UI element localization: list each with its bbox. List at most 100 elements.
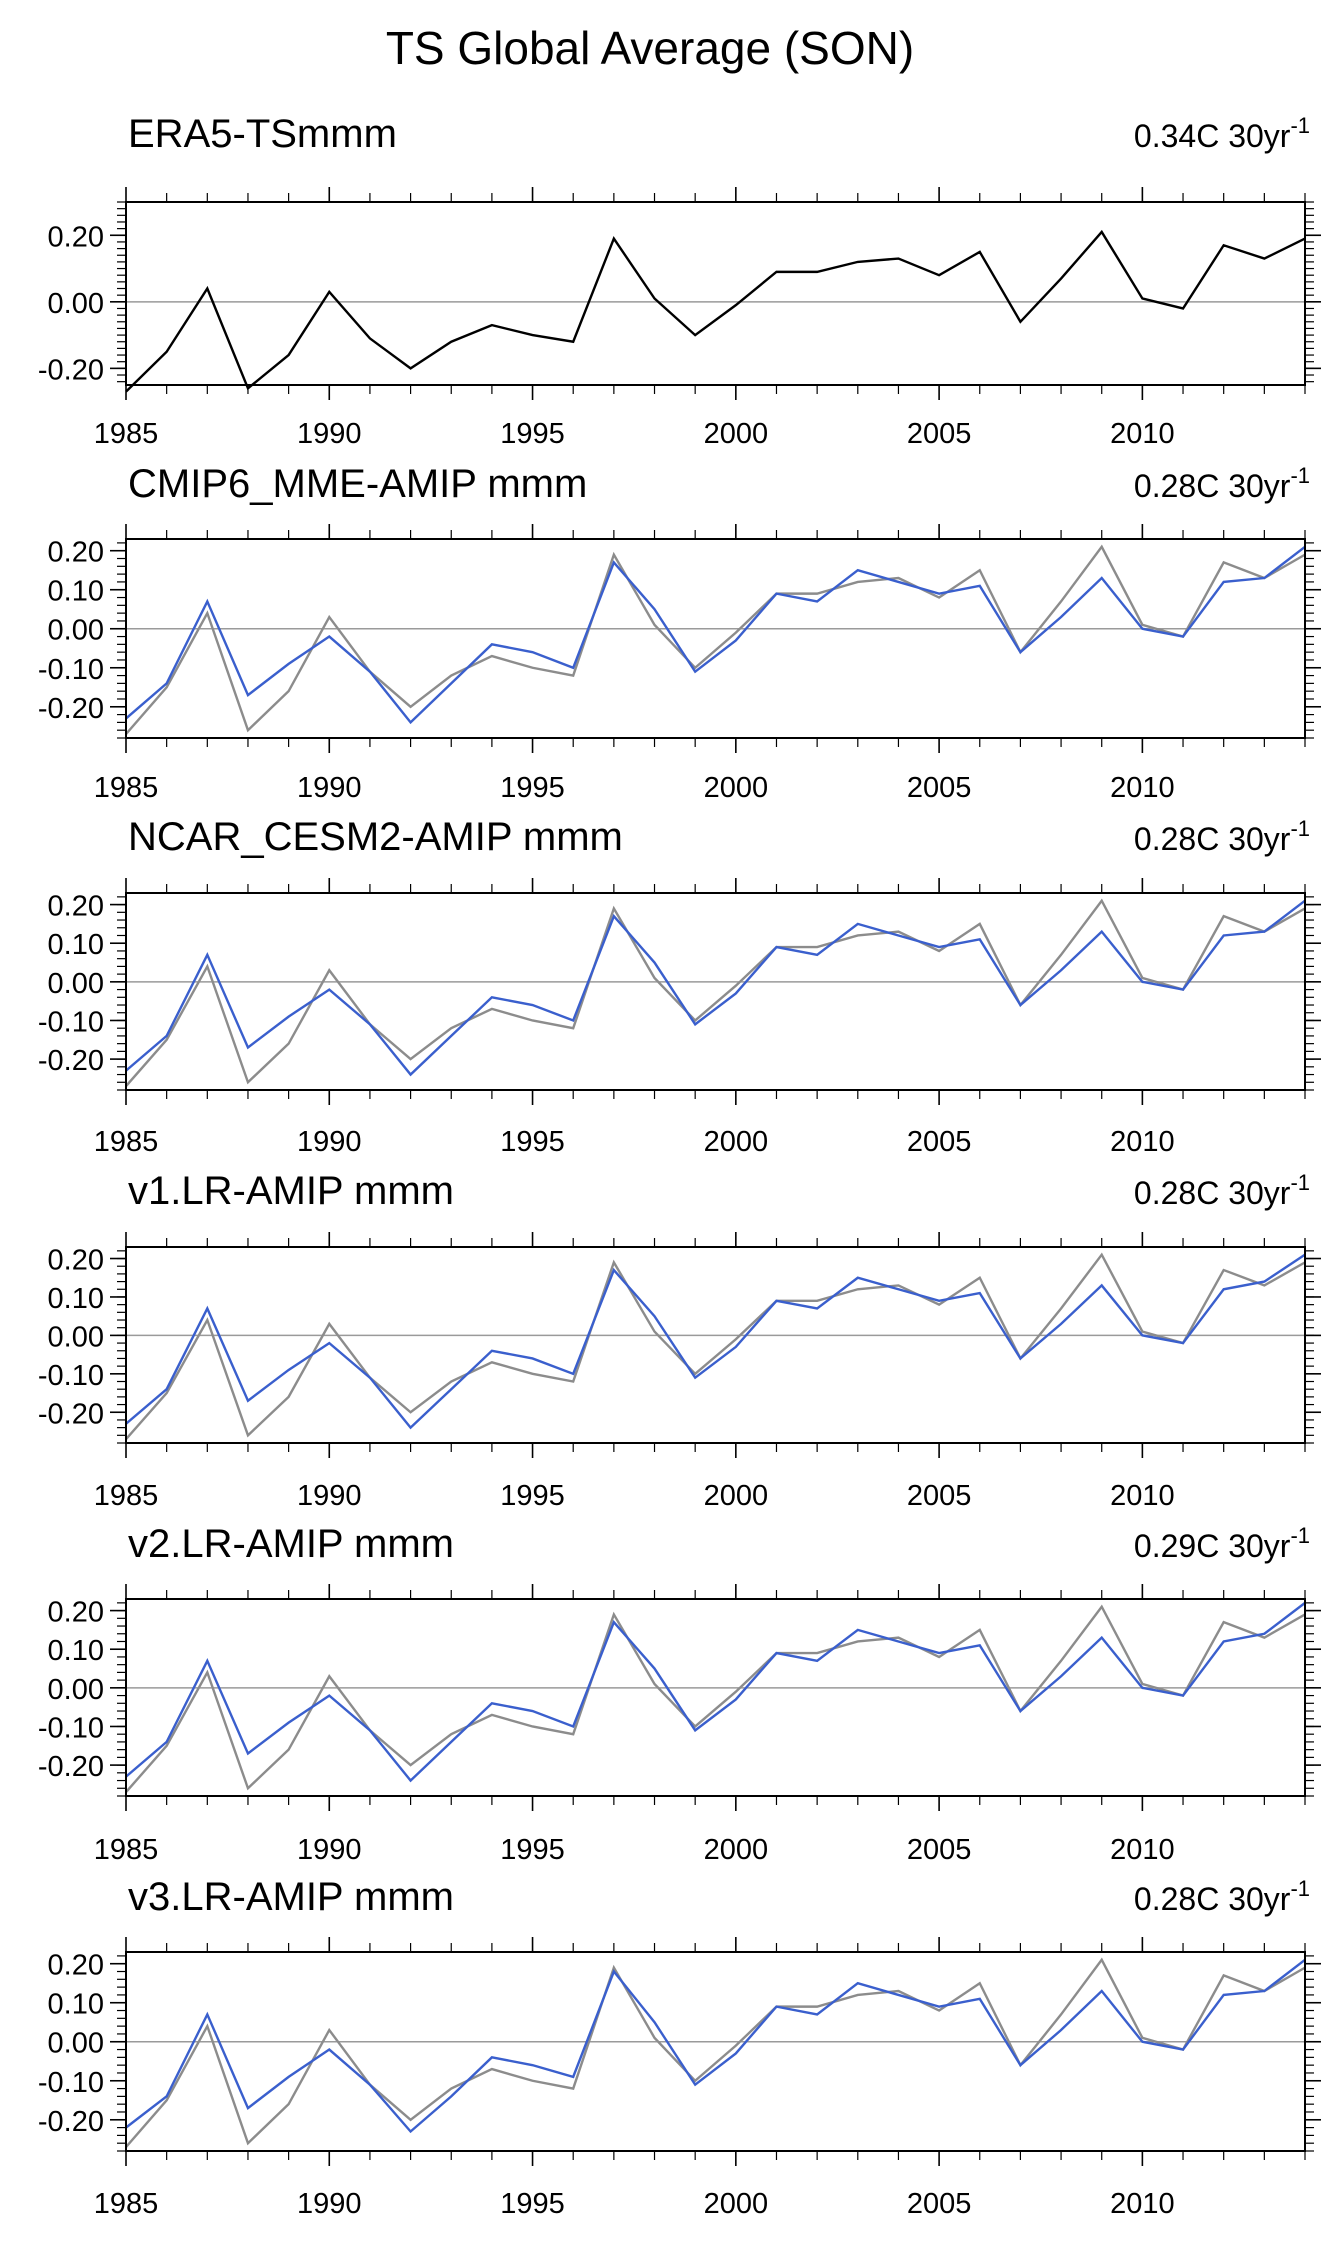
series-line-era5 (125, 1252, 1306, 1440)
chart-panel-4: v1.LR-AMIP mmm 0.28C 30yr-1 -0.20 -0.10 0.00… (38, 1169, 1321, 1512)
trend-exponent: -1 (1290, 463, 1310, 488)
trend-label: 0.28C 30yr-1 (1134, 1876, 1310, 1917)
trend-exponent: -1 (1290, 1523, 1310, 1548)
plot-frame (125, 1598, 1306, 1797)
chart-panel-1: ERA5-TSmmm 0.34C 30yr-1 -0.20 0.00 0.20 1985 1… (38, 112, 1321, 450)
x-tick-label: 2010 (1110, 2188, 1175, 2220)
x-tick-label: 1995 (500, 418, 565, 450)
y-tick-label: 0.10 (48, 576, 104, 608)
y-tick-label: 0.20 (48, 891, 104, 923)
y-tick-label: 0.20 (48, 537, 104, 569)
series-line-v1-lr-amip (125, 1253, 1306, 1430)
y-tick-label: -0.20 (38, 2106, 104, 2138)
y-tick-label: -0.10 (38, 1006, 104, 1038)
trend-value: 0.28C 30yr (1134, 468, 1291, 504)
x-tick-label: 1990 (297, 418, 362, 450)
panel-title: NCAR_CESM2-AMIP mmm (128, 815, 623, 859)
x-tick-label: 1990 (297, 772, 362, 804)
y-tick-label: -0.10 (38, 1360, 104, 1392)
x-tick-label: 1985 (94, 1126, 159, 1158)
x-tick-label: 2005 (907, 1480, 972, 1512)
x-tick-label: 1995 (500, 1480, 565, 1512)
trend-label: 0.28C 30yr-1 (1134, 463, 1310, 504)
series-line-cmip6-mme-amip (125, 545, 1306, 725)
y-tick-label: 0.00 (48, 615, 104, 647)
x-tick-label: 1990 (297, 2188, 362, 2220)
x-tick-label: 1990 (297, 1834, 362, 1866)
y-tick-label: -0.20 (38, 1398, 104, 1430)
trend-label: 0.34C 30yr-1 (1134, 113, 1310, 154)
y-tick-label: 0.20 (48, 1245, 104, 1277)
trend-value: 0.28C 30yr (1134, 1175, 1291, 1211)
series-line-v2-lr-amip (125, 1601, 1306, 1783)
x-tick-label: 2000 (704, 1834, 769, 1866)
x-tick-label: 2010 (1110, 1480, 1175, 1512)
y-tick-label: 0.20 (48, 1950, 104, 1982)
x-tick-label: 2005 (907, 772, 972, 804)
chart-panel-3: NCAR_CESM2-AMIP mmm 0.28C 30yr-1 -0.20 -0.1… (38, 815, 1321, 1158)
x-tick-label: 2010 (1110, 418, 1175, 450)
x-tick-label: 2005 (907, 1834, 972, 1866)
y-tick-label: 0.10 (48, 1635, 104, 1667)
chart-panel-2: CMIP6_MME-AMIP mmm 0.28C 30yr-1 -0.20 -0.10… (38, 462, 1321, 804)
y-tick-label: 0.00 (48, 288, 104, 320)
y-tick-label: -0.20 (38, 693, 104, 725)
trend-exponent: -1 (1290, 1876, 1310, 1901)
x-tick-label: 1990 (297, 1126, 362, 1158)
x-tick-label: 2000 (704, 1480, 769, 1512)
series-line-era5 (125, 898, 1306, 1087)
panel-title: v1.LR-AMIP mmm (128, 1169, 454, 1213)
x-tick-label: 2000 (704, 772, 769, 804)
series-line-v3-lr-amip (125, 1958, 1306, 2134)
x-tick-label: 1995 (500, 2188, 565, 2220)
y-tick-label: 0.00 (48, 2028, 104, 2060)
y-tick-label: 0.00 (48, 1321, 104, 1353)
trend-value: 0.34C 30yr (1134, 118, 1291, 154)
y-tick-label: -0.10 (38, 2067, 104, 2099)
y-tick-label: -0.10 (38, 654, 104, 686)
x-tick-label: 2010 (1110, 772, 1175, 804)
x-tick-label: 2005 (907, 418, 972, 450)
trend-value: 0.29C 30yr (1134, 1528, 1291, 1564)
y-tick-label: 0.10 (48, 1283, 104, 1315)
y-tick-label: -0.10 (38, 1712, 104, 1744)
series-line-ncar-cesm2-amip (125, 899, 1306, 1077)
series-line-era5 (125, 1604, 1306, 1793)
x-tick-label: 2000 (704, 418, 769, 450)
x-tick-label: 1985 (94, 418, 159, 450)
x-tick-label: 2010 (1110, 1834, 1175, 1866)
panel-title: v3.LR-AMIP mmm (128, 1875, 454, 1919)
y-tick-label: 0.00 (48, 1674, 104, 1706)
trend-label: 0.29C 30yr-1 (1134, 1523, 1310, 1564)
trend-exponent: -1 (1290, 113, 1310, 138)
x-tick-label: 1985 (94, 1834, 159, 1866)
y-tick-label: -0.20 (38, 1751, 104, 1783)
x-tick-label: 1985 (94, 1480, 159, 1512)
y-tick-label: -0.20 (38, 354, 104, 386)
series-line-era5 (125, 229, 1306, 393)
series-line-era5 (125, 1957, 1306, 2148)
x-tick-label: 2005 (907, 1126, 972, 1158)
series-line-era5 (125, 544, 1306, 735)
trend-exponent: -1 (1290, 816, 1310, 841)
plot-frame (125, 201, 1306, 386)
plot-frame (125, 1951, 1306, 2152)
y-tick-label: 0.10 (48, 1989, 104, 2021)
x-tick-label: 2000 (704, 1126, 769, 1158)
trend-label: 0.28C 30yr-1 (1134, 816, 1310, 857)
y-tick-label: 0.00 (48, 968, 104, 1000)
x-tick-label: 2005 (907, 2188, 972, 2220)
y-tick-label: 0.20 (48, 1597, 104, 1629)
trend-value: 0.28C 30yr (1134, 821, 1291, 857)
chart-panel-6: v3.LR-AMIP mmm 0.28C 30yr-1 -0.20 -0.10 0.00… (38, 1875, 1321, 2220)
x-tick-label: 1995 (500, 1126, 565, 1158)
x-tick-label: 1990 (297, 1480, 362, 1512)
x-tick-label: 1985 (94, 2188, 159, 2220)
x-tick-label: 1995 (500, 1834, 565, 1866)
trend-label: 0.28C 30yr-1 (1134, 1170, 1310, 1211)
plot-frame (125, 538, 1306, 739)
y-tick-label: 0.10 (48, 929, 104, 961)
plot-frame (125, 1246, 1306, 1444)
